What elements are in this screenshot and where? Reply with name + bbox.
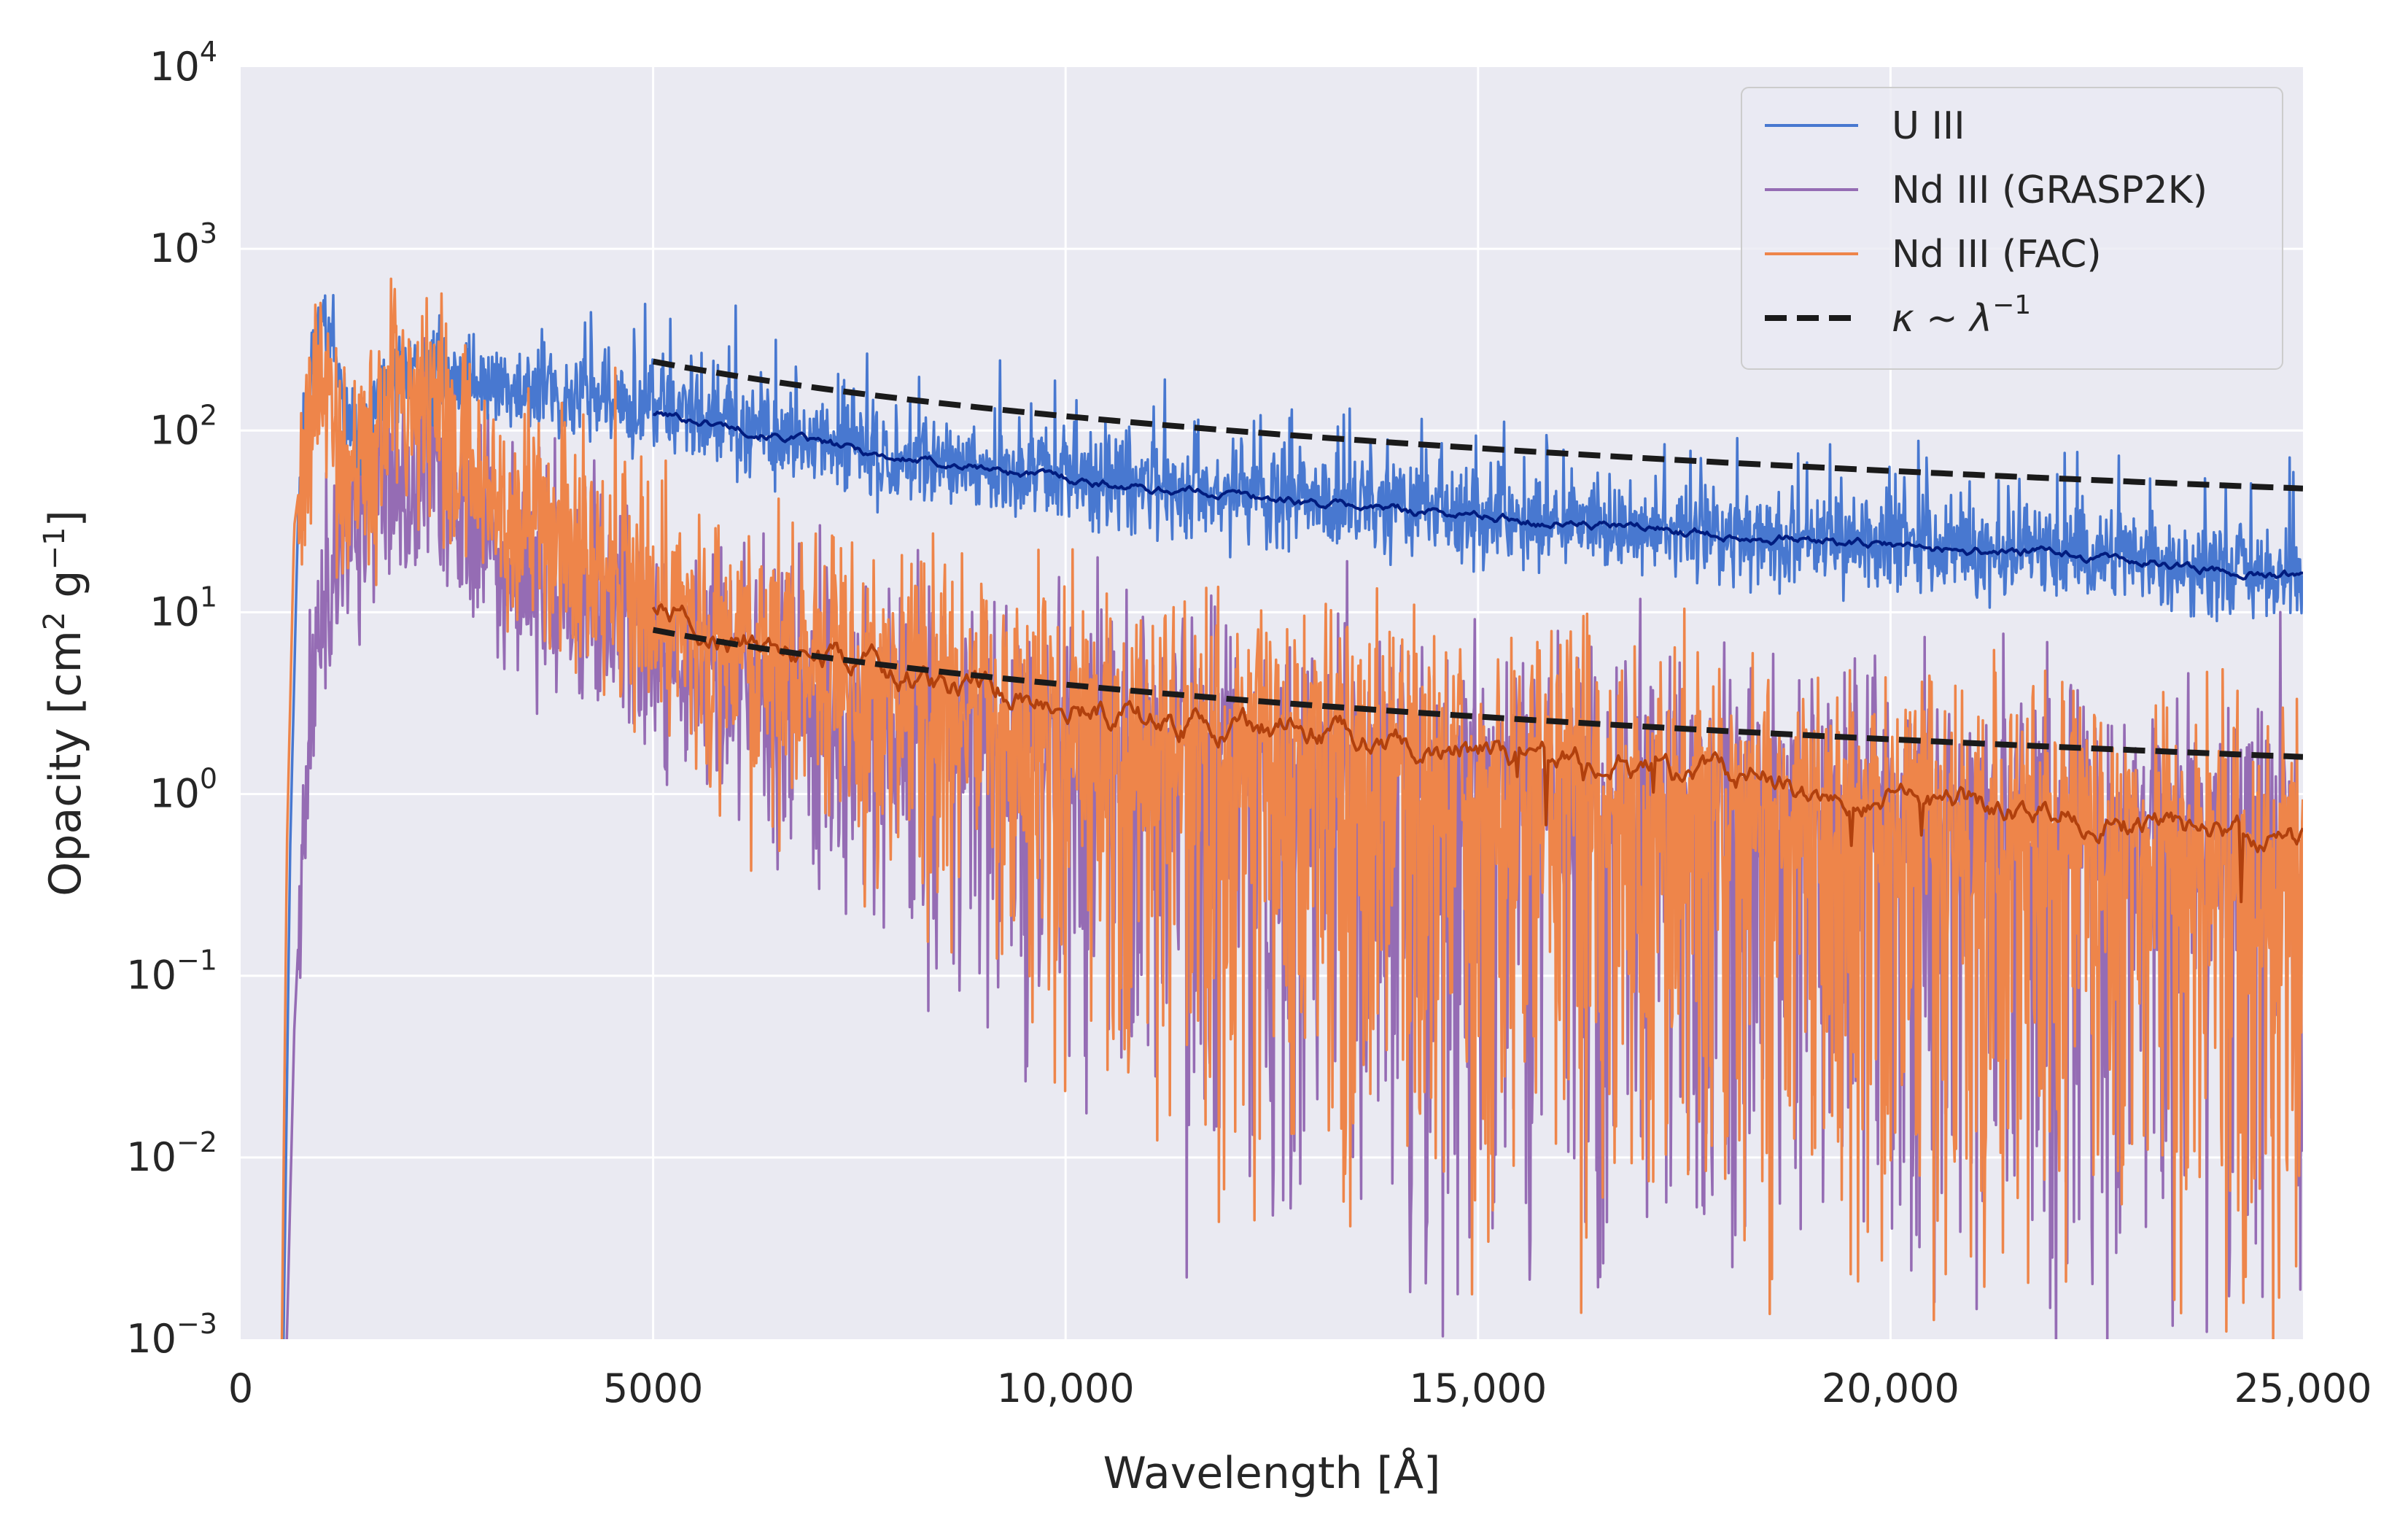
x-tick-labels: 0 5000 10,000 15,000 20,000 25,000 <box>228 1365 2372 1411</box>
y-tick-label: 103 <box>149 217 217 271</box>
smoothed-line <box>651 603 2303 904</box>
legend-label: Nd III (GRASP2K) <box>1892 168 2207 212</box>
y-tick-label: 10−3 <box>126 1308 217 1362</box>
x-tick-label: 0 <box>228 1365 253 1411</box>
y-tick-label: 104 <box>149 36 217 90</box>
x-tick-label: 25,000 <box>2234 1365 2372 1411</box>
series-layer <box>280 277 2303 1339</box>
y-tick-label: 100 <box>149 763 217 817</box>
legend-label: κ ~ λ−1 <box>1892 290 2031 341</box>
y-tick-label: 102 <box>149 399 217 453</box>
legend-box <box>1741 87 2283 370</box>
reference-dashed-line <box>652 627 2303 760</box>
y-tick-label: 10−1 <box>126 945 217 999</box>
y-axis-label: Opacity [cm2 g−1] <box>38 510 91 896</box>
x-tick-label: 15,000 <box>1409 1365 1547 1411</box>
x-axis-label: Wavelength [Å] <box>1103 1447 1441 1499</box>
spectrum-line <box>280 277 2303 1339</box>
reference-dashed-line <box>652 358 2303 492</box>
y-tick-labels: 10−3 10−2 10−1 100 101 102 103 104 <box>126 36 217 1362</box>
spectrum-line <box>282 293 2303 1339</box>
smoothed-line <box>653 411 2303 581</box>
legend-label: Nd III (FAC) <box>1892 233 2102 276</box>
legend: U III Nd III (GRASP2K) Nd III (FAC) κ ~ λ−1 <box>1741 87 2283 370</box>
x-tick-label: 10,000 <box>997 1365 1135 1411</box>
y-tick-label: 101 <box>149 581 217 635</box>
y-tick-label: 10−2 <box>126 1126 217 1180</box>
x-tick-label: 5000 <box>603 1365 703 1411</box>
legend-label: U III <box>1892 104 1965 148</box>
x-tick-label: 20,000 <box>1822 1365 1960 1411</box>
